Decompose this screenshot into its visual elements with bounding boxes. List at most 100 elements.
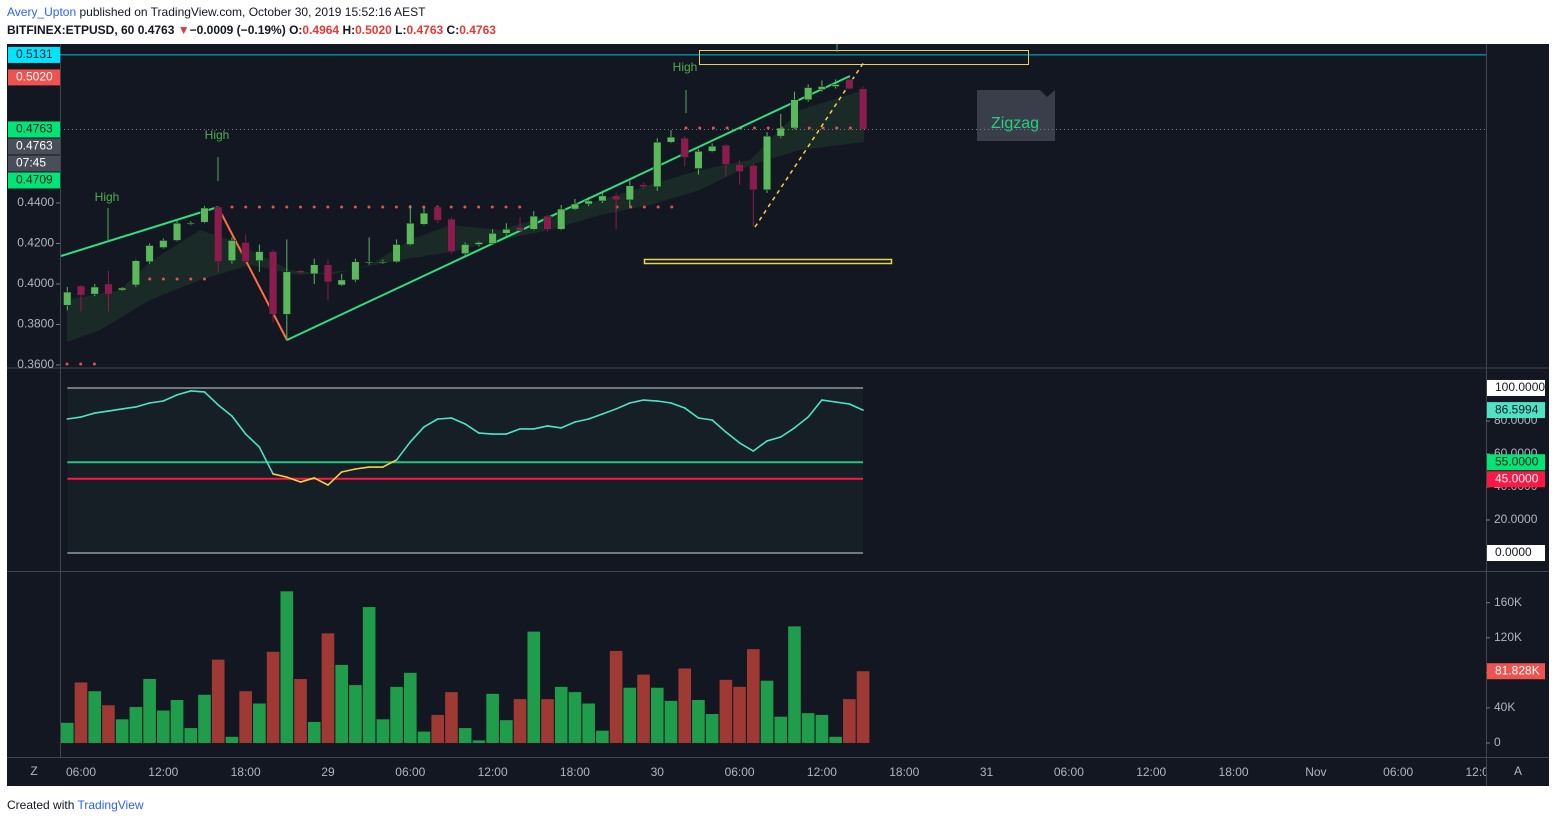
volume-bar	[431, 714, 445, 743]
footer-brand[interactable]: TradingView	[77, 798, 144, 812]
candle-body	[282, 271, 291, 315]
line-segment	[752, 440, 768, 452]
price-marker-label: 0.4709	[16, 173, 53, 187]
price-marker-label: 0.0000	[1495, 545, 1532, 559]
candle-body	[735, 164, 744, 172]
line-segment	[505, 428, 521, 435]
button[interactable]: A	[1514, 764, 1522, 778]
line-segment	[423, 418, 439, 428]
line-segment	[532, 425, 549, 430]
line-segment	[148, 400, 165, 404]
ohlc-key: O:	[289, 23, 303, 37]
x-tick-label: 06:00	[1383, 765, 1413, 779]
candle-body	[763, 135, 772, 191]
candle-body	[708, 146, 717, 152]
candle-body	[378, 261, 387, 263]
chart-background	[7, 44, 1549, 786]
author[interactable]: Avery_Upton	[7, 5, 77, 19]
candle-body	[255, 251, 264, 261]
candle-body	[598, 195, 607, 202]
candle-body	[76, 285, 86, 296]
volume-bar	[60, 722, 74, 743]
candle-body	[817, 86, 826, 90]
candle-body	[653, 141, 662, 188]
candle-body	[804, 87, 813, 100]
volume-bar	[211, 659, 225, 743]
line-segment	[601, 408, 617, 415]
volume-bar	[554, 686, 568, 743]
x-tick-label: 12:00	[1465, 765, 1495, 779]
volume-bar	[376, 719, 390, 743]
x-tick-label: 06:00	[395, 765, 425, 779]
volume-bar	[650, 687, 664, 743]
volume-bar	[500, 720, 513, 743]
price-marker	[1487, 663, 1545, 680]
line-segment	[66, 416, 82, 420]
candle-body	[831, 84, 840, 87]
candle-body	[406, 222, 415, 245]
button[interactable]: Z	[30, 764, 37, 778]
symbol-line: BITFINEX:ETPUSD, 60 0.4763 ▼−0.0009 (−0.…	[7, 23, 496, 37]
volume-bar	[472, 740, 486, 743]
volume-bar	[390, 686, 403, 743]
annotation: High	[95, 190, 120, 204]
line-segment	[121, 406, 137, 410]
price-marker	[1487, 471, 1545, 488]
line-segment	[629, 399, 645, 404]
price-marker-label: 86.5994	[1495, 402, 1539, 416]
volume-bar	[184, 728, 198, 743]
x-tick-label: 06:00	[725, 765, 755, 779]
annotation: High	[205, 128, 230, 142]
line-segment	[382, 459, 398, 468]
line-segment	[848, 403, 864, 411]
candle-body	[269, 251, 278, 315]
price-marker-label: 0.4763	[16, 122, 53, 136]
volume-bar	[458, 728, 472, 743]
y-tick-label: 0.4200	[17, 236, 54, 250]
line-segment	[656, 400, 672, 404]
y-tick-label: 40K	[1494, 700, 1515, 714]
volume-bar	[746, 649, 760, 743]
line-segment	[642, 399, 659, 402]
ohlc-value: 0.4964	[302, 23, 340, 37]
line-segment	[395, 441, 412, 461]
line-segment	[711, 419, 727, 433]
volume-bar	[582, 703, 595, 743]
line-segment	[821, 399, 837, 403]
y-tick-label: 0.4000	[17, 276, 54, 290]
y-tick-label: 0.4400	[17, 195, 54, 209]
line-segment	[766, 436, 782, 442]
candle-body	[680, 137, 689, 158]
volume-bar	[102, 705, 115, 743]
candle-body	[639, 184, 648, 188]
candle-body	[749, 165, 758, 191]
volume-bar	[623, 687, 637, 743]
volume-bar	[760, 680, 774, 743]
candle-body	[310, 264, 319, 275]
volume-bar	[856, 671, 870, 743]
volume-bar	[307, 721, 321, 743]
volume-bar	[486, 693, 499, 743]
line-segment	[807, 399, 823, 418]
pane-borders	[7, 44, 1549, 786]
volume-bar	[692, 700, 705, 743]
trend-line	[286, 75, 851, 341]
candle-body	[131, 260, 140, 286]
candle-body	[90, 286, 99, 295]
line-segment	[135, 402, 151, 408]
line-segment	[244, 433, 261, 448]
candle-body	[666, 136, 676, 143]
candle-body	[173, 222, 182, 241]
volume-bar	[445, 692, 458, 743]
line-segment	[409, 426, 425, 443]
volume-bar	[143, 678, 156, 743]
price-marker	[1487, 454, 1545, 471]
line-segment	[697, 417, 713, 421]
x-tick-label: 06:00	[66, 765, 96, 779]
candle-body	[296, 270, 305, 274]
y-tick-label: 20.0000	[1494, 512, 1538, 526]
volume-bar	[157, 710, 170, 743]
volume-bar	[74, 682, 88, 743]
volume-bar	[349, 685, 362, 743]
price-marker	[8, 121, 60, 138]
